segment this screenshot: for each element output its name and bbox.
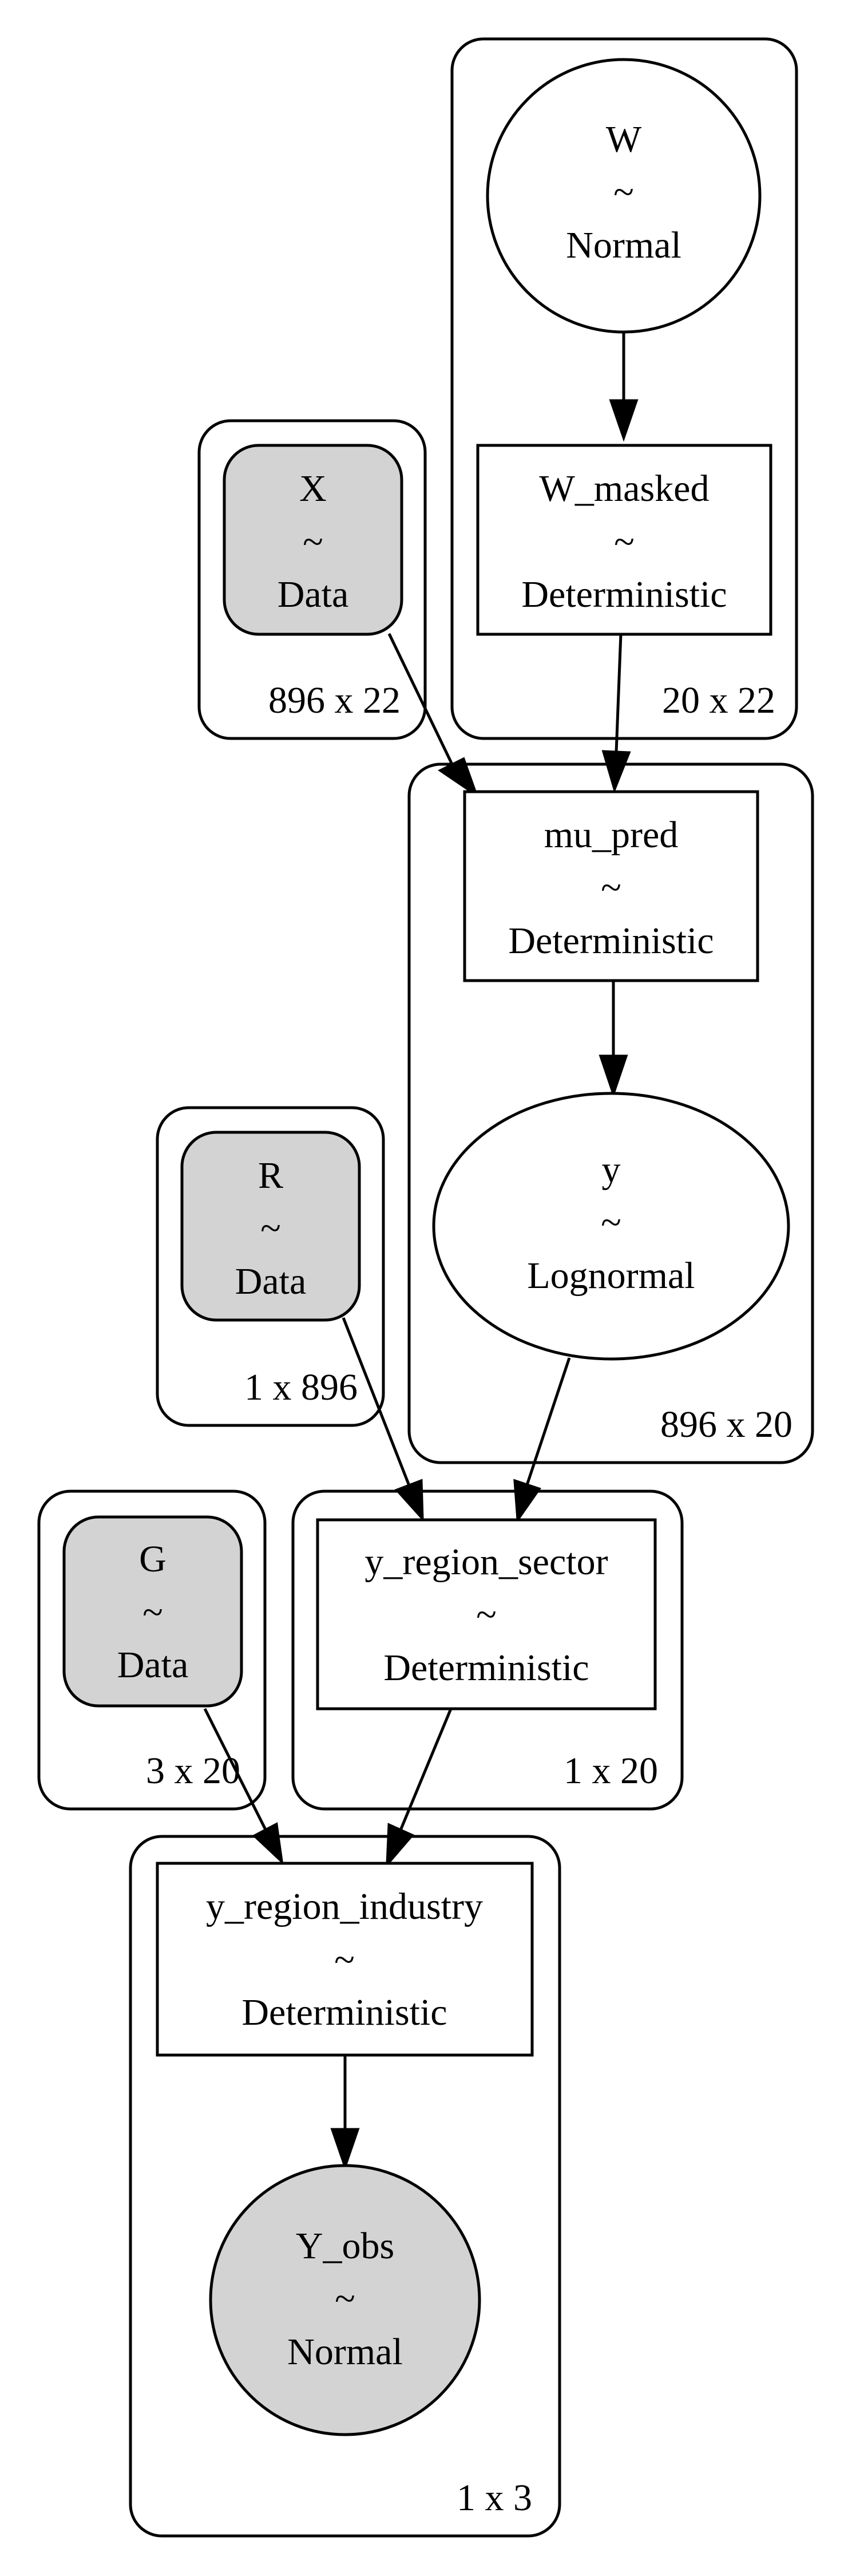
- edge-y-region-industry-to-y-obs: [330, 2055, 360, 2171]
- node-mu-pred-name: mu_pred: [544, 814, 679, 856]
- plate-yri: 1 x 3: [129, 1835, 561, 2538]
- plate-yri-label: 1 x 3: [457, 2477, 532, 2519]
- node-y[interactable]: y ~ Lognormal: [432, 1092, 790, 1361]
- node-g[interactable]: G ~ Data: [62, 1515, 243, 1708]
- node-y-region-industry-tilde: ~: [334, 1939, 355, 1981]
- plate-x-label: 896 x 22: [268, 679, 401, 721]
- node-w-name: W: [606, 118, 642, 160]
- node-w-masked-name: W_masked: [540, 468, 710, 509]
- node-mu-pred-dist: Deterministic: [508, 920, 714, 962]
- edge-mu-pred-to-y: [599, 980, 628, 1098]
- edge-y-region-sector-to-y-region-industry: [386, 1708, 453, 1868]
- node-y-region-industry[interactable]: y_region_industry ~ Deterministic: [156, 1862, 534, 2057]
- edge-w-to-w-masked: [609, 331, 639, 442]
- plate-w-label: 20 x 22: [662, 679, 775, 721]
- edge-w-masked-to-mu-pred: [601, 633, 631, 793]
- node-x-name: X: [299, 468, 327, 509]
- node-g-tilde: ~: [142, 1591, 163, 1633]
- plate-x: 896 x 22: [197, 419, 427, 740]
- plate-yrs: 1 x 20: [291, 1490, 684, 1811]
- node-x-tilde: ~: [303, 521, 323, 563]
- node-w-masked-tilde: ~: [614, 521, 635, 563]
- node-y-region-sector[interactable]: y_region_sector ~ Deterministic: [316, 1518, 657, 1710]
- node-y-region-sector-name: y_region_sector: [364, 1541, 608, 1583]
- plate-yrs-label: 1 x 20: [564, 1750, 658, 1792]
- node-mu-pred[interactable]: mu_pred ~ Deterministic: [463, 790, 759, 982]
- edge-g-to-y-region-industry: [203, 1708, 284, 1865]
- node-r-dist: Data: [235, 1261, 307, 1302]
- node-y-obs-name: Y_obs: [296, 2225, 394, 2267]
- node-w[interactable]: W ~ Normal: [486, 58, 762, 334]
- node-w-tilde: ~: [613, 171, 634, 213]
- plate-r: 1 x 896: [156, 1106, 385, 1427]
- node-y-obs-tilde: ~: [335, 2278, 355, 2320]
- edge-x-to-mu-pred: [387, 633, 479, 799]
- node-w-dist: Normal: [566, 224, 681, 266]
- node-y-name: y: [602, 1149, 621, 1191]
- node-y-dist: Lognormal: [527, 1255, 695, 1297]
- plate-r-label: 1 x 896: [244, 1366, 358, 1408]
- node-y-region-industry-name: y_region_industry: [206, 1886, 483, 1927]
- node-y-region-industry-dist: Deterministic: [241, 1992, 447, 2033]
- node-r-tilde: ~: [260, 1207, 281, 1249]
- node-r[interactable]: R ~ Data: [180, 1131, 361, 1322]
- node-g-dist: Data: [117, 1644, 189, 1686]
- plate-g: 3 x 20: [37, 1490, 267, 1811]
- node-y-tilde: ~: [601, 1202, 621, 1243]
- node-r-name: R: [258, 1155, 283, 1196]
- node-y-obs[interactable]: Y_obs ~ Normal: [209, 2164, 481, 2436]
- node-g-name: G: [139, 1538, 167, 1580]
- plate-g-label: 3 x 20: [146, 1750, 240, 1792]
- node-mu-pred-tilde: ~: [601, 867, 621, 908]
- edges: [203, 331, 639, 2171]
- node-w-masked-dist: Deterministic: [521, 574, 727, 615]
- plate-mu-label: 896 x 20: [660, 1404, 792, 1445]
- plate-w: 20 x 22: [450, 37, 798, 740]
- node-y-region-sector-dist: Deterministic: [383, 1647, 589, 1689]
- edge-y-to-y-region-sector: [513, 1357, 571, 1524]
- edge-r-to-y-region-sector: [342, 1317, 424, 1522]
- node-x[interactable]: X ~ Data: [223, 444, 403, 636]
- node-w-masked[interactable]: W_masked ~ Deterministic: [476, 444, 772, 636]
- node-x-dist: Data: [278, 574, 349, 615]
- node-y-region-sector-tilde: ~: [476, 1594, 497, 1635]
- plate-mu: 896 x 20: [407, 762, 814, 1464]
- node-y-obs-dist: Normal: [287, 2331, 403, 2373]
